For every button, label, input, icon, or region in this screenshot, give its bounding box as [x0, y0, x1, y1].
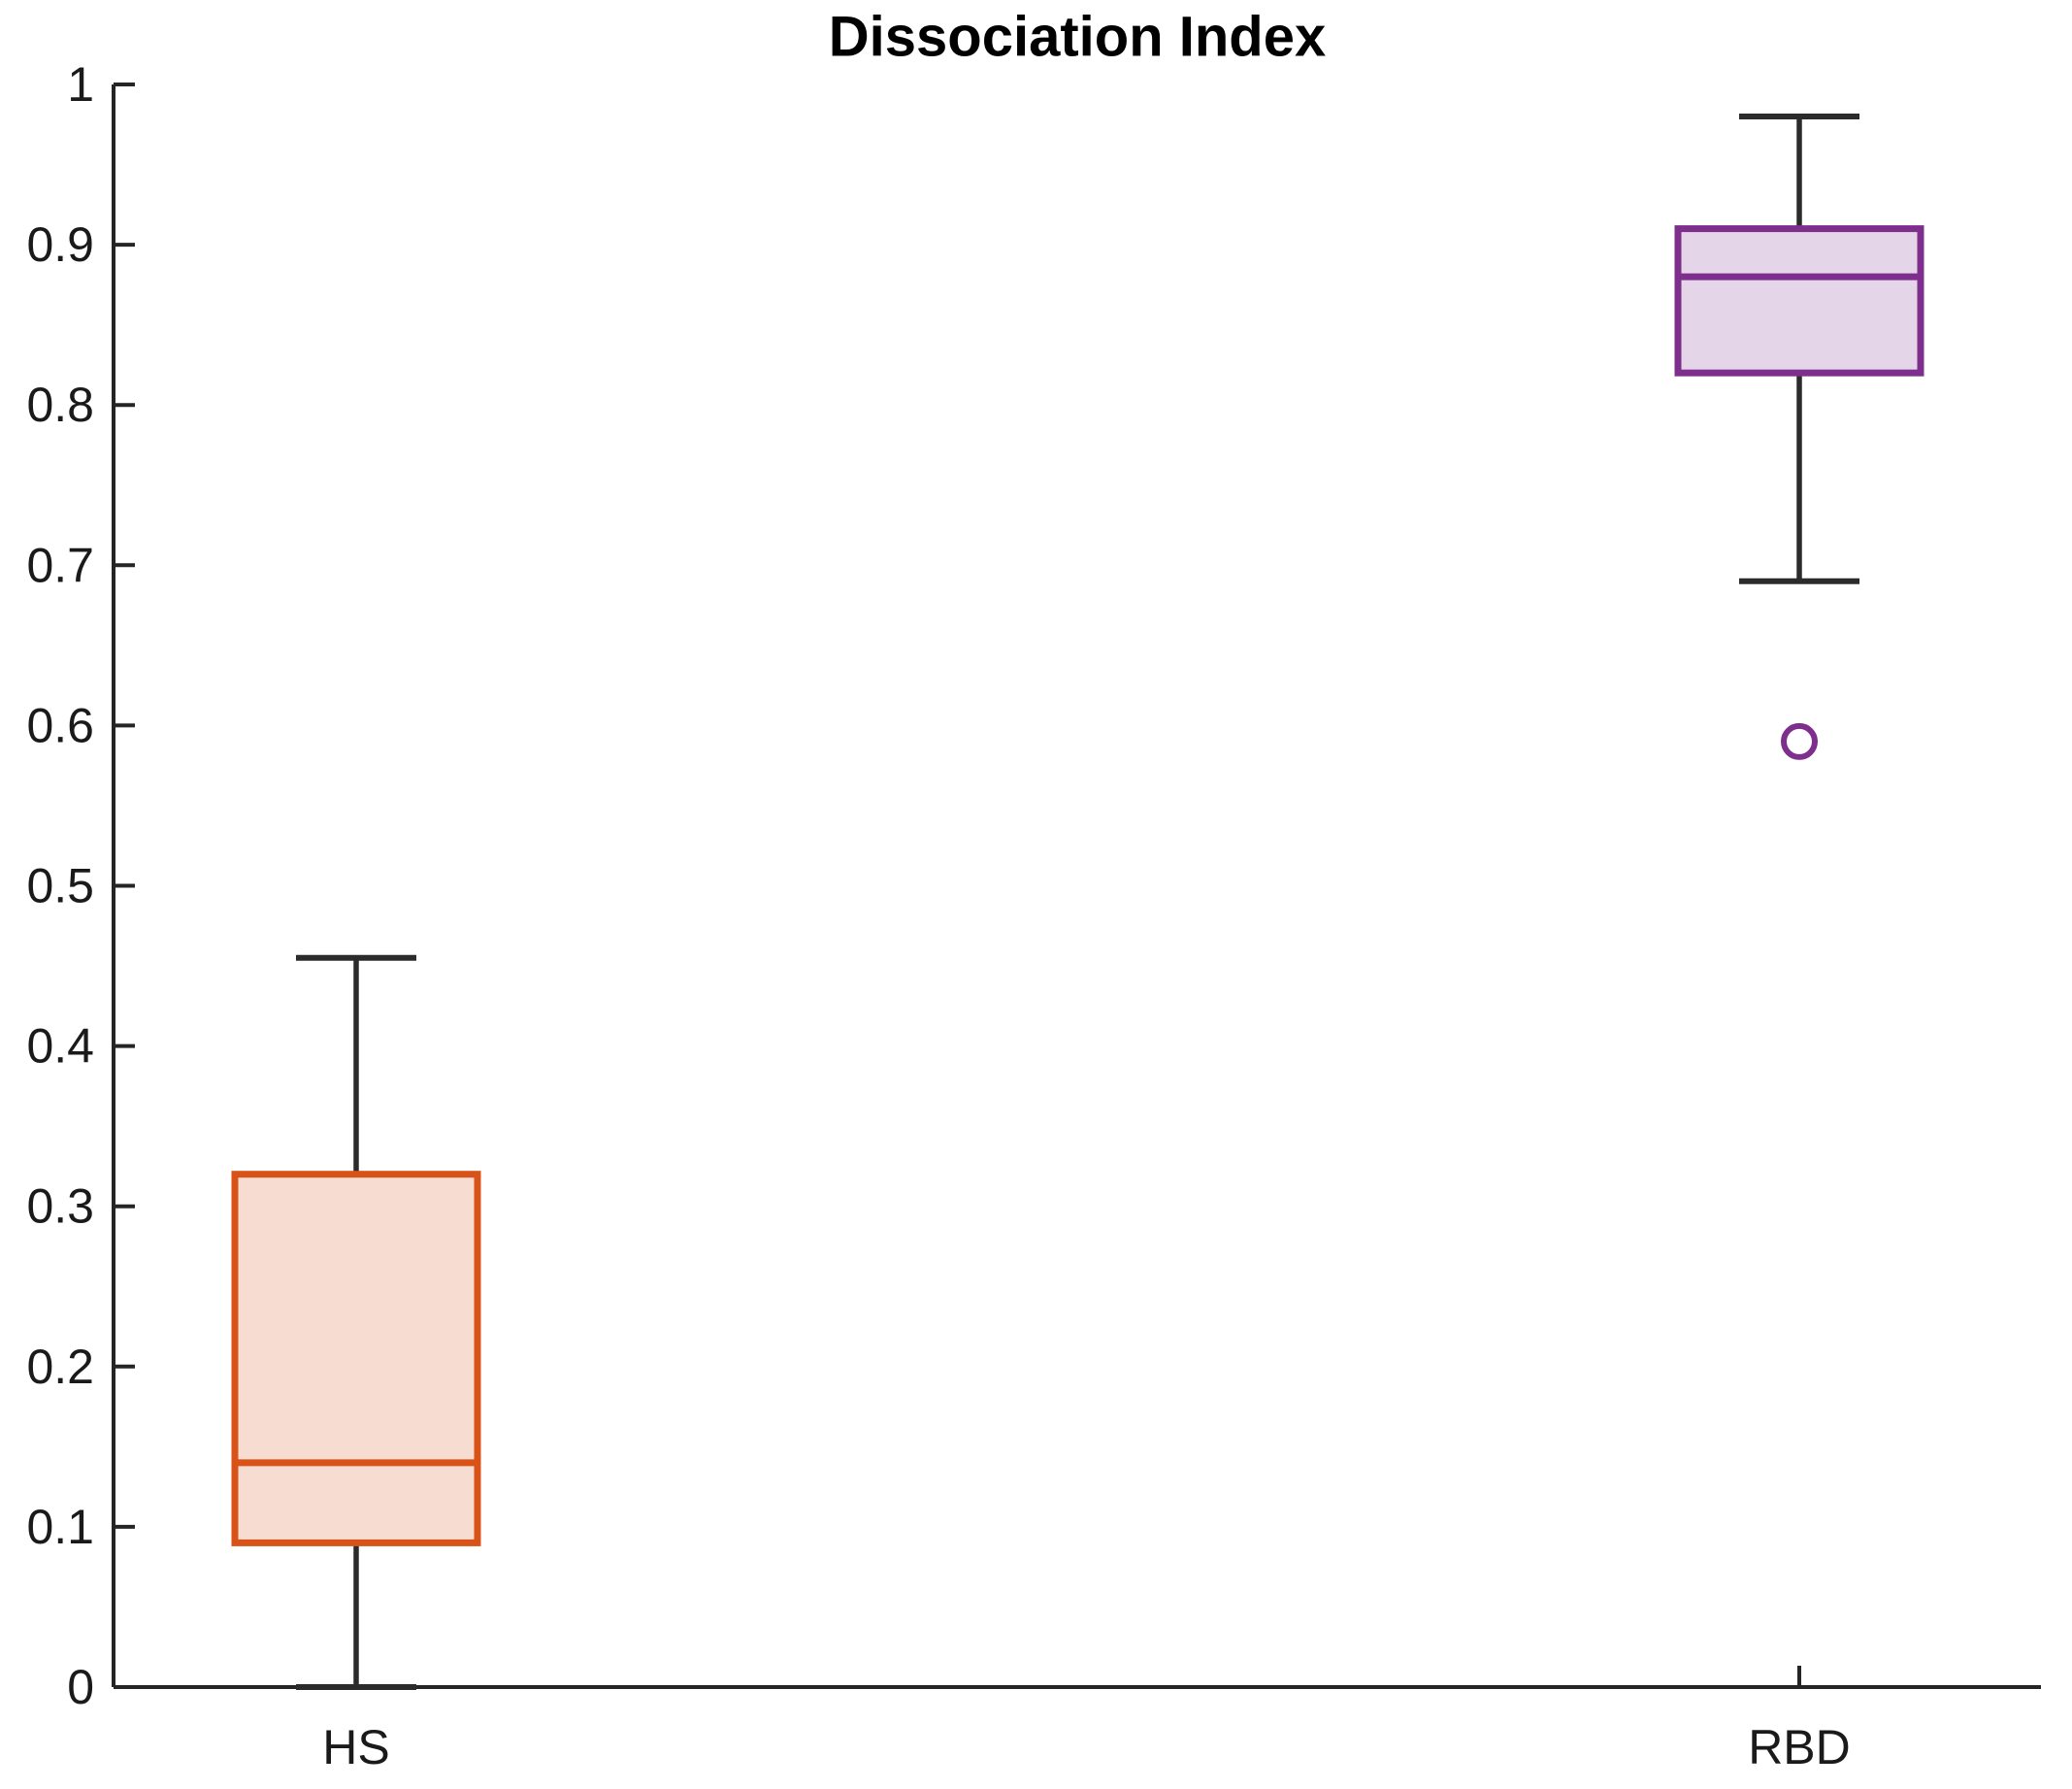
rbd-box [1674, 225, 1924, 377]
chart-title: Dissociation Index [829, 6, 1326, 69]
y-tick-label: 0.1 [26, 1500, 94, 1554]
x-tick-label-hs: HS [322, 1720, 389, 1774]
y-tick-label: 0.8 [26, 378, 94, 432]
y-tick-label: 0.6 [26, 698, 94, 752]
y-tick-label: 0.3 [26, 1179, 94, 1234]
hs-box [231, 1171, 481, 1546]
rbd-outlier-point [1781, 722, 1818, 760]
y-tick-label: 0.2 [26, 1340, 94, 1394]
y-tick-label: 0.9 [26, 217, 94, 272]
y-tick-label: 1 [67, 57, 94, 112]
y-tick-label: 0.5 [26, 859, 94, 913]
y-tick-label: 0.4 [26, 1019, 94, 1074]
y-tick-label: 0.7 [26, 538, 94, 592]
x-tick-label-rbd: RBD [1748, 1720, 1851, 1774]
y-tick-label: 0 [67, 1660, 94, 1714]
